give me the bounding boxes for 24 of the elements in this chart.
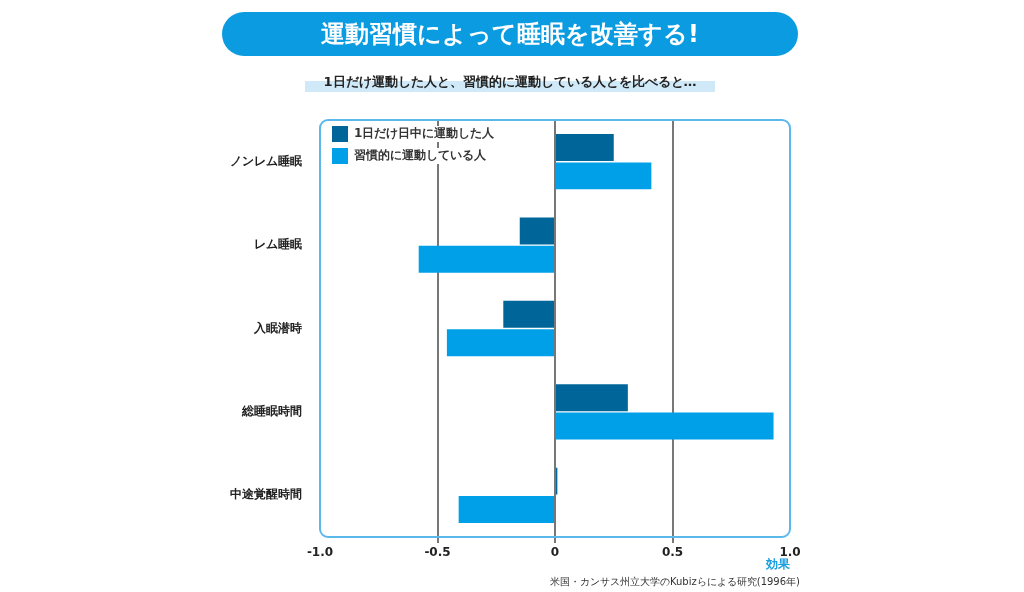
text: 米国・カンサス州立大学のKubizらによる研究(1996年) <box>549 575 801 587</box>
bar <box>556 412 774 440</box>
y-tick-label: 中途覚醒時間 <box>230 487 302 502</box>
chart-title: 運動習慣によって睡眠を改善する! <box>222 12 798 56</box>
bar <box>418 245 554 273</box>
legend-label: 習慣的に運動している人 <box>354 148 487 163</box>
y-tick-label: 総睡眠時間 <box>241 404 302 419</box>
bar <box>556 134 614 161</box>
y-tick-label: レム睡眠 <box>254 237 302 252</box>
bar <box>519 217 554 245</box>
bar <box>556 384 628 412</box>
x-tick-label: -0.5 <box>424 545 451 560</box>
bar <box>556 162 652 190</box>
chart-subtitle: 1日だけ運動した人と、習慣的に運動している人とを比べると… <box>305 72 715 92</box>
x-tick-label: 0 <box>550 545 560 560</box>
y-tick-label: 入眠潜時 <box>253 320 302 335</box>
bar <box>458 496 554 523</box>
x-tick-label: -1.0 <box>306 545 334 560</box>
x-axis-title: 効果 <box>765 557 791 572</box>
bar <box>446 329 554 357</box>
y-tick-label: ノンレム睡眠 <box>230 153 302 168</box>
legend-label: 1日だけ日中に運動した人 <box>354 126 496 141</box>
bar <box>503 300 554 328</box>
x-tick-label: 0.5 <box>661 545 684 560</box>
